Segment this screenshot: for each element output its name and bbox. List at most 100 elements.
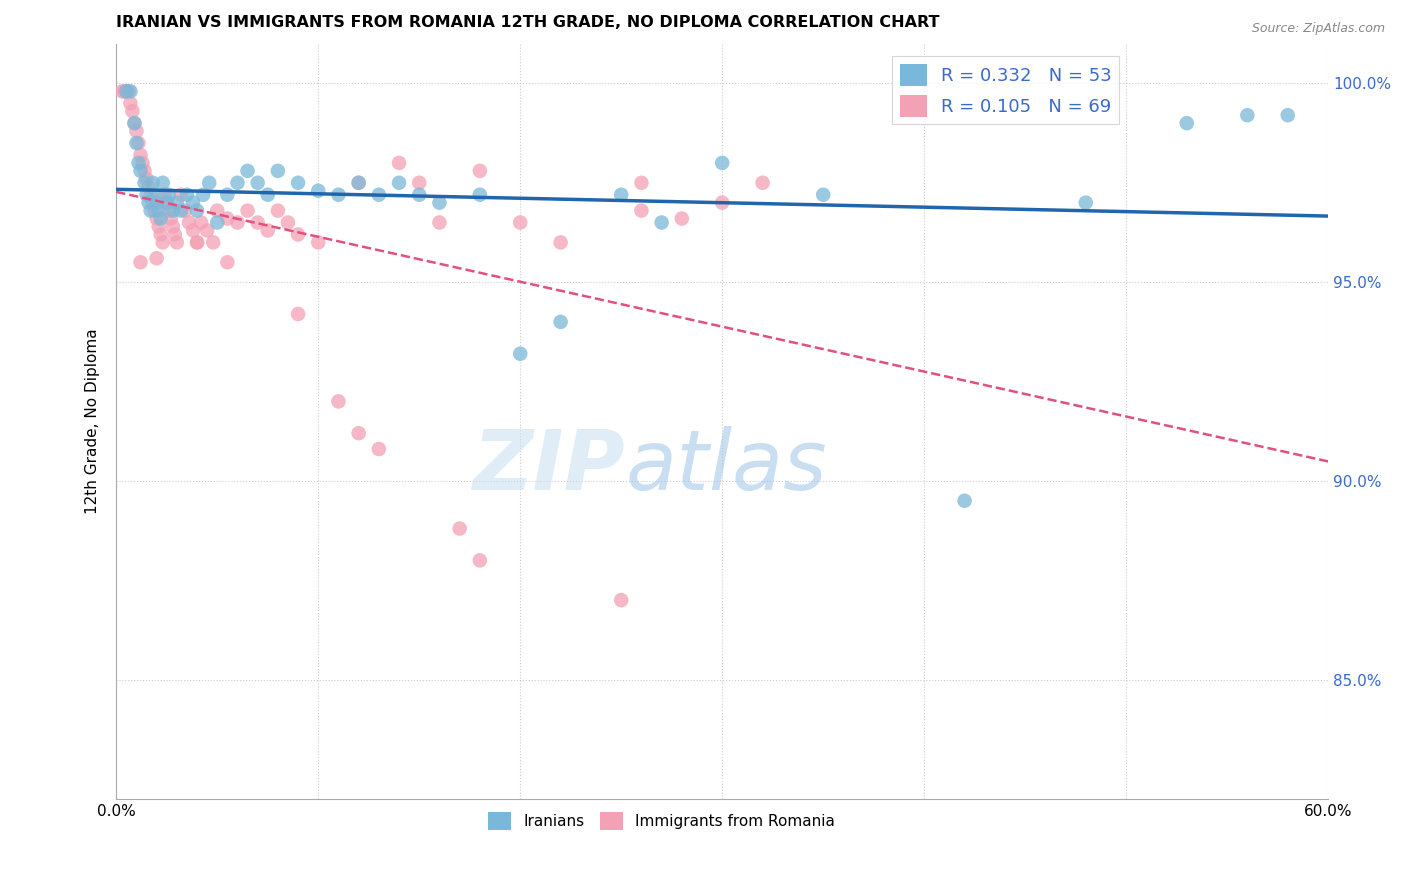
Point — [145, 252, 167, 266]
Point — [129, 148, 152, 162]
Point — [176, 187, 198, 202]
Point — [468, 187, 491, 202]
Point — [125, 136, 148, 150]
Point — [509, 347, 531, 361]
Point — [287, 227, 309, 242]
Point — [134, 176, 156, 190]
Point — [1175, 116, 1198, 130]
Point — [256, 223, 278, 237]
Point — [139, 187, 162, 202]
Point — [181, 223, 204, 237]
Point — [610, 593, 633, 607]
Point — [125, 124, 148, 138]
Point — [468, 164, 491, 178]
Point — [236, 164, 259, 178]
Point — [129, 164, 152, 178]
Point — [367, 187, 389, 202]
Point — [139, 203, 162, 218]
Point — [347, 426, 370, 441]
Point — [711, 156, 734, 170]
Point — [152, 176, 174, 190]
Point — [153, 187, 176, 202]
Point — [145, 195, 167, 210]
Point — [149, 211, 172, 226]
Text: IRANIAN VS IMMIGRANTS FROM ROMANIA 12TH GRADE, NO DIPLOMA CORRELATION CHART: IRANIAN VS IMMIGRANTS FROM ROMANIA 12TH … — [117, 15, 939, 30]
Point — [162, 203, 184, 218]
Point — [671, 211, 693, 226]
Point — [121, 104, 143, 119]
Point — [277, 215, 299, 229]
Point — [429, 195, 451, 210]
Point — [145, 211, 167, 226]
Point — [328, 394, 350, 409]
Point — [156, 195, 179, 210]
Text: Source: ZipAtlas.com: Source: ZipAtlas.com — [1251, 22, 1385, 36]
Point — [610, 187, 633, 202]
Point — [170, 187, 193, 202]
Point — [143, 203, 166, 218]
Point — [217, 187, 239, 202]
Point — [307, 235, 329, 250]
Point — [429, 215, 451, 229]
Point — [166, 235, 188, 250]
Point — [408, 176, 430, 190]
Point — [347, 176, 370, 190]
Point — [124, 116, 146, 130]
Legend: Iranians, Immigrants from Romania: Iranians, Immigrants from Romania — [482, 805, 841, 837]
Point — [138, 179, 160, 194]
Point — [711, 195, 734, 210]
Point — [143, 187, 166, 202]
Point — [191, 187, 214, 202]
Point — [1074, 195, 1097, 210]
Point — [550, 235, 572, 250]
Point — [115, 84, 138, 98]
Point — [134, 164, 156, 178]
Point — [142, 195, 165, 210]
Point — [207, 203, 229, 218]
Point — [170, 203, 193, 218]
Point — [953, 493, 976, 508]
Point — [217, 255, 239, 269]
Point — [1236, 108, 1258, 122]
Point — [156, 195, 179, 210]
Point — [651, 215, 673, 229]
Point — [388, 176, 411, 190]
Point — [408, 187, 430, 202]
Point — [112, 84, 135, 98]
Point — [149, 227, 172, 242]
Point — [347, 176, 370, 190]
Point — [124, 116, 146, 130]
Point — [202, 235, 225, 250]
Point — [226, 215, 249, 229]
Point — [267, 203, 290, 218]
Point — [174, 203, 197, 218]
Point — [135, 171, 157, 186]
Point — [630, 176, 652, 190]
Point — [226, 176, 249, 190]
Point — [148, 203, 170, 218]
Point — [131, 156, 153, 170]
Point — [509, 215, 531, 229]
Point — [630, 203, 652, 218]
Point — [468, 553, 491, 567]
Point — [217, 211, 239, 226]
Point — [190, 215, 212, 229]
Point — [307, 184, 329, 198]
Point — [256, 187, 278, 202]
Point — [135, 187, 157, 202]
Point — [162, 219, 184, 234]
Point — [111, 84, 134, 98]
Point — [1277, 108, 1299, 122]
Point — [236, 203, 259, 218]
Point — [152, 235, 174, 250]
Point — [129, 255, 152, 269]
Point — [120, 84, 142, 98]
Point — [287, 307, 309, 321]
Point — [157, 187, 180, 202]
Point — [198, 176, 221, 190]
Point — [207, 215, 229, 229]
Point — [148, 219, 170, 234]
Point — [127, 156, 149, 170]
Text: ZIP: ZIP — [472, 426, 626, 507]
Point — [195, 223, 218, 237]
